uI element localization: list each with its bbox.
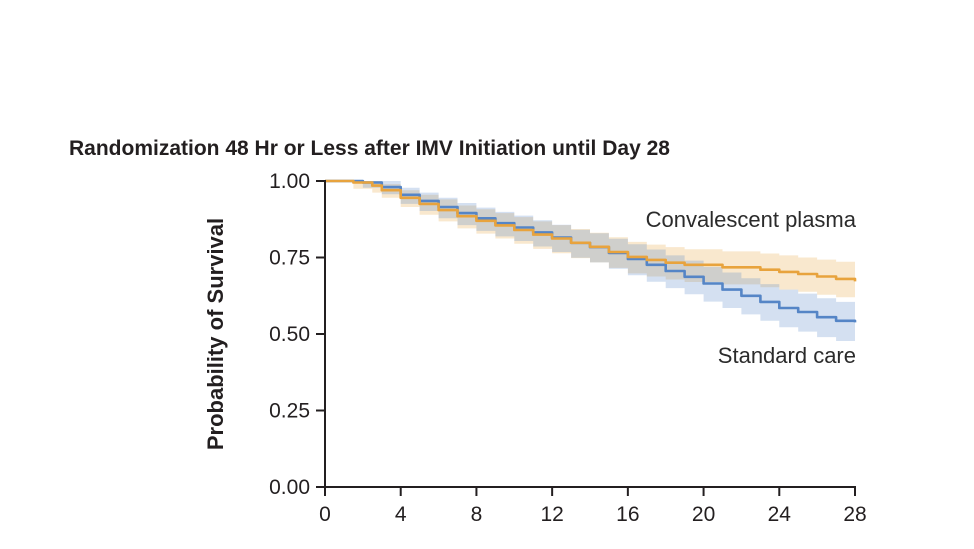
x-tick-label: 0 xyxy=(319,503,331,526)
y-tick-label: 1.00 xyxy=(269,170,310,193)
x-tick-label: 8 xyxy=(471,503,483,526)
x-tick-label: 12 xyxy=(540,503,563,526)
x-tick-label: 28 xyxy=(843,503,866,526)
y-tick-label: 0.00 xyxy=(269,476,310,499)
ci-band-standard-care xyxy=(325,181,855,344)
survival-curve-convalescent-plasma xyxy=(325,179,857,282)
y-tick-label: 0.25 xyxy=(269,400,310,423)
x-tick-label: 20 xyxy=(692,503,715,526)
series-label-standard-care: Standard care xyxy=(717,343,856,368)
x-tick-label: 24 xyxy=(768,503,792,526)
y-tick-label: 0.75 xyxy=(269,247,310,270)
chart-title: Randomization 48 Hr or Less after IMV In… xyxy=(69,137,670,161)
y-tick-label: 0.50 xyxy=(269,323,310,346)
x-tick-label: 4 xyxy=(395,503,407,526)
series-label-convalescent-plasma: Convalescent plasma xyxy=(645,207,856,232)
x-tick-label: 16 xyxy=(616,503,639,526)
